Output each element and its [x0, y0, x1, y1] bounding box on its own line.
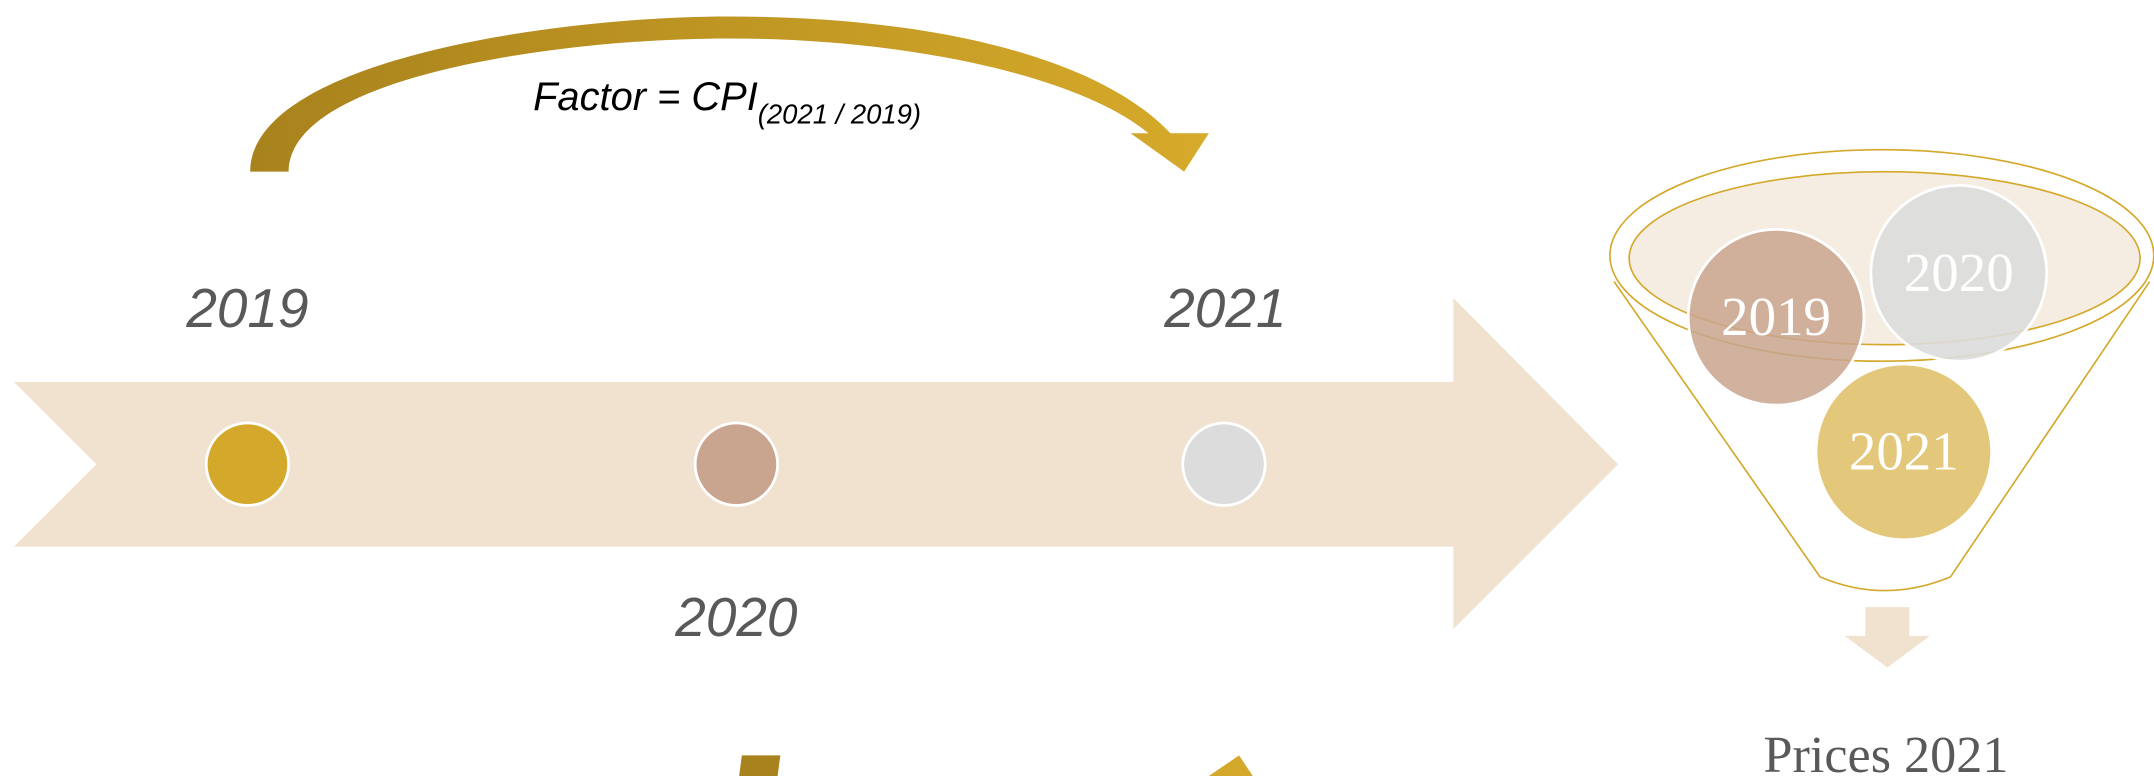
timeline-dot	[693, 421, 779, 507]
funnel-circle	[1814, 362, 1994, 542]
partial-arrow	[1208, 755, 1253, 776]
timeline-dot	[1181, 421, 1267, 507]
timeline-arrow	[13, 298, 1619, 630]
funnel-label: 2019	[1721, 286, 1831, 347]
output-arrow	[1844, 607, 1930, 668]
funnel-bottom	[1819, 576, 1951, 592]
funnel-side	[1949, 281, 2151, 578]
funnel-label: 2021	[1849, 421, 1959, 482]
funnel-circle	[1869, 184, 2049, 363]
year-label: 2019	[185, 277, 308, 339]
funnel-side	[1613, 281, 1821, 578]
year-label: 2021	[1163, 277, 1286, 339]
year-label: 2020	[674, 586, 798, 648]
timeline-dot	[204, 421, 291, 507]
funnel-circle	[1686, 227, 1866, 407]
output-label: Prices 2021	[1763, 726, 2008, 776]
formula: Factor = CPI(2021 / 2019)	[533, 75, 921, 130]
partial-arrow	[739, 755, 781, 776]
funnel-label: 2020	[1904, 242, 2014, 303]
curved-arrow	[250, 16, 1209, 172]
formula-text: Factor = CPI	[533, 75, 758, 119]
formula-subscript: (2021 / 2019)	[758, 99, 921, 130]
